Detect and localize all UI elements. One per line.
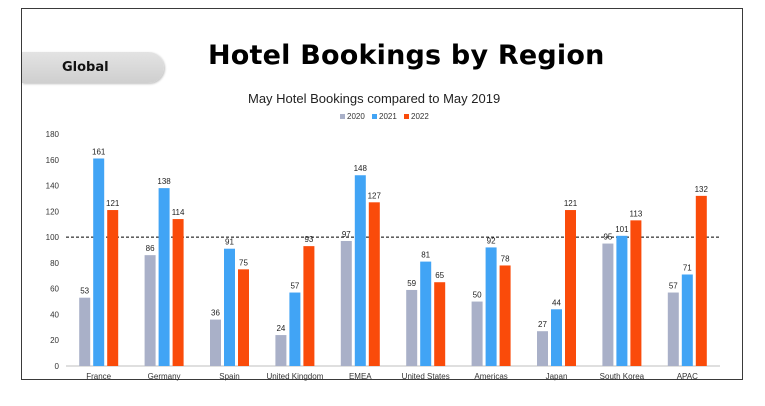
- bar-2021-spain: [224, 248, 235, 366]
- bar-2022-japan: [565, 210, 576, 366]
- x-tick-label: Americas: [474, 372, 507, 381]
- data-label: 57: [669, 282, 678, 291]
- bar-2020-united-states: [406, 289, 418, 366]
- data-label: 114: [172, 208, 185, 217]
- chart-subtitle: May Hotel Bookings compared to May 2019: [248, 91, 501, 106]
- global-badge-label: Global: [62, 60, 109, 75]
- bar-2020-spain: [210, 319, 221, 366]
- legend-swatch-2021: [372, 114, 377, 119]
- chart-title: Hotel Bookings by Region: [208, 40, 605, 71]
- data-label: 65: [435, 271, 444, 280]
- data-label: 121: [564, 199, 578, 208]
- data-label: 59: [407, 279, 416, 288]
- x-tick-label: Japan: [546, 372, 568, 381]
- bar-2022-americas: [499, 265, 511, 366]
- data-label: 57: [290, 282, 299, 291]
- bar-2022-united-states: [434, 282, 446, 366]
- data-label: 113: [630, 209, 643, 218]
- y-tick-label: 100: [46, 233, 60, 242]
- bar-2021-japan: [551, 309, 562, 366]
- data-label: 36: [211, 309, 220, 318]
- data-label: 27: [538, 320, 547, 329]
- data-label: 121: [106, 199, 120, 208]
- bar-series: [79, 158, 707, 366]
- data-label: 50: [473, 291, 482, 300]
- bar-2021-south-korea: [616, 235, 628, 366]
- data-label: 161: [92, 147, 106, 156]
- y-tick-label: 160: [46, 156, 60, 165]
- x-tick-label: APAC: [677, 372, 698, 381]
- x-tick-label: Germany: [148, 372, 181, 381]
- bar-2021-apac: [681, 274, 693, 366]
- bar-2022-germany: [172, 219, 184, 366]
- data-label: 138: [157, 177, 171, 186]
- data-label: 81: [421, 251, 430, 260]
- data-label: 148: [354, 164, 368, 173]
- x-tick-label: United Kingdom: [266, 372, 323, 381]
- bar-2021-france: [93, 158, 105, 366]
- bar-2020-france: [79, 297, 91, 366]
- data-label: 91: [225, 238, 234, 247]
- data-label: 78: [501, 254, 510, 263]
- y-tick-label: 40: [50, 310, 59, 319]
- x-axis: France Germany Spain United Kingdom EMEA Unit…: [86, 372, 698, 381]
- y-tick-label: 180: [46, 130, 60, 139]
- bar-2022-apac: [695, 195, 707, 366]
- bar-2021-americas: [485, 247, 497, 366]
- bar-2020-emea: [340, 240, 352, 366]
- data-label: 93: [304, 235, 313, 244]
- data-label: 127: [368, 191, 382, 200]
- bar-2021-emea: [354, 175, 366, 366]
- data-label: 24: [276, 324, 285, 333]
- bar-2020-germany: [144, 255, 156, 366]
- data-labels: 53 161 121 86 138 114 36 91 75 24 57 93 97 148 127 59 81…: [80, 147, 708, 333]
- bar-2021-germany: [158, 188, 170, 366]
- y-tick-label: 120: [46, 207, 60, 216]
- data-label: 97: [342, 230, 351, 239]
- bar-2022-france: [107, 210, 119, 366]
- bar-2022-spain: [238, 269, 249, 366]
- bar-2022-united-kingdom: [303, 246, 315, 366]
- y-tick-label: 60: [50, 285, 59, 294]
- bar-2022-emea: [368, 202, 380, 366]
- x-tick-label: South Korea: [600, 372, 645, 381]
- bar-2021-united-states: [420, 261, 432, 366]
- bar-2020-americas: [471, 301, 483, 366]
- y-tick-label: 80: [50, 259, 59, 268]
- bar-2020-south-korea: [602, 243, 614, 366]
- bar-2022-south-korea: [630, 220, 642, 366]
- x-tick-label: France: [86, 372, 111, 381]
- data-label: 71: [683, 263, 692, 272]
- bar-2020-japan: [537, 331, 548, 366]
- x-tick-label: United States: [402, 372, 450, 381]
- data-label: 101: [615, 225, 629, 234]
- y-tick-label: 20: [50, 336, 59, 345]
- data-label: 53: [80, 287, 89, 296]
- legend-label: 2021: [379, 112, 397, 121]
- data-label: 92: [487, 236, 496, 245]
- data-label: 95: [603, 233, 612, 242]
- legend-label: 2020: [347, 112, 365, 121]
- bar-2021-united-kingdom: [289, 292, 301, 366]
- y-tick-label: 0: [55, 362, 60, 371]
- data-label: 132: [695, 185, 709, 194]
- legend-label: 2022: [411, 112, 429, 121]
- bar-2020-united-kingdom: [275, 335, 287, 366]
- legend-swatch-2020: [340, 114, 345, 119]
- legend-swatch-2022: [404, 114, 409, 119]
- global-badge: Global: [22, 52, 164, 83]
- x-tick-label: Spain: [219, 372, 239, 381]
- data-label: 86: [146, 244, 155, 253]
- x-tick-label: EMEA: [349, 372, 372, 381]
- chart-legend: 2020 2021 2022: [340, 112, 429, 121]
- data-label: 44: [552, 298, 561, 307]
- bar-2020-apac: [667, 292, 679, 366]
- y-tick-label: 140: [46, 182, 60, 191]
- data-label: 75: [239, 258, 248, 267]
